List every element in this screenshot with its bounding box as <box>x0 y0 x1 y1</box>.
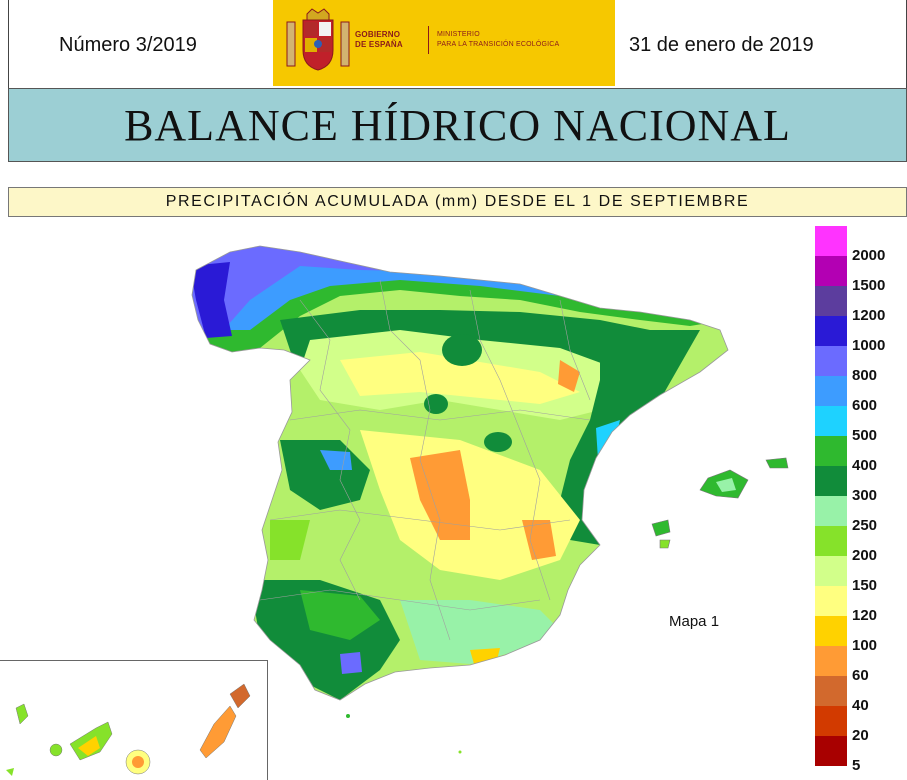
legend-label: 120 <box>852 607 878 624</box>
legend-swatch <box>815 256 847 286</box>
legend-label: 500 <box>852 427 878 444</box>
gobierno-text: GOBIERNO DE ESPAÑA <box>355 30 403 49</box>
legend-label: 20 <box>852 727 869 744</box>
legend-swatch <box>815 466 847 496</box>
title-banner: BALANCE HÍDRICO NACIONAL <box>8 88 907 162</box>
legend-label: 150 <box>852 577 878 594</box>
legend-swatch <box>815 406 847 436</box>
legend-swatch <box>815 436 847 466</box>
coastline <box>191 245 729 701</box>
legend-label: 100 <box>852 637 878 654</box>
logo-divider <box>428 26 429 54</box>
legend-label: 1200 <box>852 307 886 324</box>
province-boundaries <box>259 279 591 641</box>
legend-label: 1000 <box>852 337 886 354</box>
legend-swatch <box>815 316 847 346</box>
legend-swatch <box>815 376 847 406</box>
coat-of-arms-icon <box>286 8 350 71</box>
legend-label: 400 <box>852 457 878 474</box>
legend-label: 800 <box>852 367 878 384</box>
legend-swatch <box>815 556 847 586</box>
canary-inset-frame <box>0 660 268 780</box>
legend-swatch <box>815 226 847 256</box>
legend-swatch <box>815 496 847 526</box>
ceuta-marker <box>346 714 350 718</box>
balearic-islands <box>651 457 789 549</box>
ministerio-text: MINISTERIO PARA LA TRANSICIÓN ECOLÓGICA <box>437 31 560 48</box>
legend-swatch <box>815 646 847 676</box>
legend-label: 5 <box>852 757 861 774</box>
precipitation-legend: 2000 1500 1200 1000 800 600 500 400 300 250 200 150… <box>815 226 907 780</box>
legend-swatch <box>815 346 847 376</box>
legend-swatch <box>815 616 847 646</box>
legend-label: 250 <box>852 517 878 534</box>
legend-label: 200 <box>852 547 878 564</box>
legend-swatch <box>815 526 847 556</box>
legend-swatch <box>815 736 847 766</box>
legend-swatch <box>815 676 847 706</box>
government-logo: GOBIERNO DE ESPAÑA MINISTERIO PARA LA TRAN… <box>273 0 615 86</box>
legend-label: 2000 <box>852 247 886 264</box>
legend-label: 40 <box>852 697 869 714</box>
legend-swatch <box>815 586 847 616</box>
page-title: BALANCE HÍDRICO NACIONAL <box>124 100 791 150</box>
mainland-precipitation-field <box>192 246 728 700</box>
map-label: Mapa 1 <box>669 613 720 630</box>
legend-label: 300 <box>852 487 878 504</box>
bulletin-header: Número 3/2019 GOBIERNO DE ESPAÑA MINISTER… <box>8 0 907 88</box>
melilla-marker <box>458 750 462 754</box>
legend-swatch <box>815 286 847 316</box>
legend-swatch <box>815 706 847 736</box>
legend-label: 60 <box>852 667 869 684</box>
canary-islands <box>6 683 251 776</box>
issue-number: Número 3/2019 <box>59 34 197 56</box>
map-subtitle: PRECIPITACIÓN ACUMULADA (mm) DESDE EL 1 … <box>165 193 750 210</box>
legend-label: 600 <box>852 397 878 414</box>
bulletin-date: 31 de enero de 2019 <box>629 34 814 56</box>
map-subtitle-box: PRECIPITACIÓN ACUMULADA (mm) DESDE EL 1 … <box>8 187 907 217</box>
precipitation-map <box>6 245 789 776</box>
legend-label: 1500 <box>852 277 886 294</box>
